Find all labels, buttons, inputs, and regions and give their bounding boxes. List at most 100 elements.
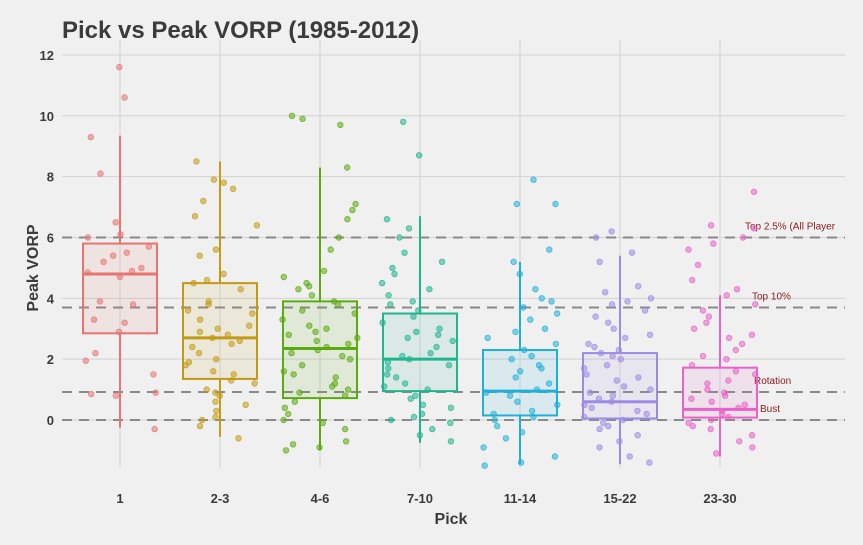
data-point: [436, 325, 443, 332]
data-point: [750, 225, 758, 232]
data-point: [291, 398, 298, 405]
data-point: [750, 188, 758, 195]
data-point: [513, 200, 520, 208]
data-point: [280, 273, 287, 281]
reference-line-label: Bust: [760, 404, 780, 415]
data-point: [610, 325, 617, 332]
data-point: [512, 328, 519, 335]
data-point: [87, 390, 95, 398]
data-point: [290, 371, 297, 378]
data-point: [344, 215, 351, 223]
data-point: [210, 368, 217, 375]
data-point: [335, 234, 342, 241]
data-point: [229, 185, 237, 192]
y-tick-label: 6: [47, 230, 54, 245]
data-point: [82, 357, 89, 364]
data-point: [121, 319, 128, 326]
data-point: [419, 401, 427, 408]
data-point: [538, 365, 545, 372]
data-point: [220, 270, 227, 278]
data-point: [433, 343, 440, 351]
data-point: [528, 407, 536, 415]
data-point: [617, 356, 624, 363]
data-point: [721, 392, 729, 399]
data-point: [383, 215, 391, 223]
data-point: [602, 289, 609, 296]
data-point: [230, 371, 237, 378]
data-point: [412, 392, 419, 399]
data-point: [694, 261, 702, 269]
data-point: [210, 176, 218, 183]
data-point: [741, 401, 748, 408]
data-point: [220, 179, 227, 186]
data-point: [407, 395, 414, 402]
data-point: [705, 313, 712, 320]
data-point: [385, 365, 392, 372]
data-point: [212, 246, 220, 253]
data-point: [445, 362, 453, 369]
data-point: [138, 264, 145, 272]
data-point: [295, 286, 302, 293]
data-point: [212, 398, 219, 405]
data-point: [196, 422, 204, 430]
data-point: [342, 438, 350, 445]
data-point: [723, 292, 730, 299]
data-point: [409, 298, 416, 305]
data-point: [605, 422, 612, 430]
data-point: [196, 328, 204, 335]
data-point: [449, 337, 456, 345]
y-axis-label: Peak VORP: [25, 224, 42, 311]
data-point: [512, 374, 519, 381]
data-point: [387, 301, 394, 308]
y-tick-label: 0: [47, 413, 54, 428]
data-point: [129, 301, 137, 308]
data-point: [527, 316, 534, 323]
reference-line-label: Top 10%: [752, 291, 791, 302]
data-point: [203, 386, 210, 393]
data-point: [378, 279, 386, 287]
data-point: [195, 349, 203, 357]
data-point: [738, 340, 746, 348]
data-point: [752, 301, 759, 308]
data-point: [344, 164, 351, 171]
data-point: [552, 200, 559, 208]
data-point: [352, 200, 359, 208]
data-point: [620, 383, 628, 390]
data-point: [415, 152, 423, 159]
data-point: [689, 422, 696, 430]
data-point: [608, 301, 616, 308]
data-point: [646, 459, 653, 466]
data-point: [285, 331, 292, 338]
data-point: [339, 352, 346, 360]
data-point: [308, 292, 316, 299]
data-point: [708, 398, 715, 405]
data-point: [189, 343, 196, 351]
data-point: [646, 331, 654, 338]
data-point: [152, 389, 159, 396]
data-point: [212, 356, 220, 363]
data-point: [299, 307, 306, 314]
x-tick-label: 4-6: [311, 491, 330, 506]
data-point: [116, 63, 123, 71]
data-point: [97, 170, 104, 177]
data-point: [245, 322, 253, 329]
data-point: [481, 462, 488, 469]
data-point: [346, 356, 354, 363]
data-point: [689, 276, 696, 284]
data-point: [100, 258, 107, 265]
data-point: [506, 392, 514, 399]
data-point: [641, 307, 649, 314]
data-point: [329, 383, 336, 390]
data-point: [391, 270, 398, 278]
data-point: [404, 334, 411, 342]
data-point: [212, 389, 219, 396]
data-point: [600, 419, 607, 427]
data-point: [393, 374, 400, 381]
data-point: [198, 416, 206, 424]
box: [582, 352, 658, 420]
reference-line-label: Top 2.5% (All Player: [745, 221, 836, 232]
data-point: [345, 340, 352, 348]
data-point: [624, 298, 631, 305]
data-point: [688, 395, 695, 402]
data-point: [510, 258, 517, 265]
